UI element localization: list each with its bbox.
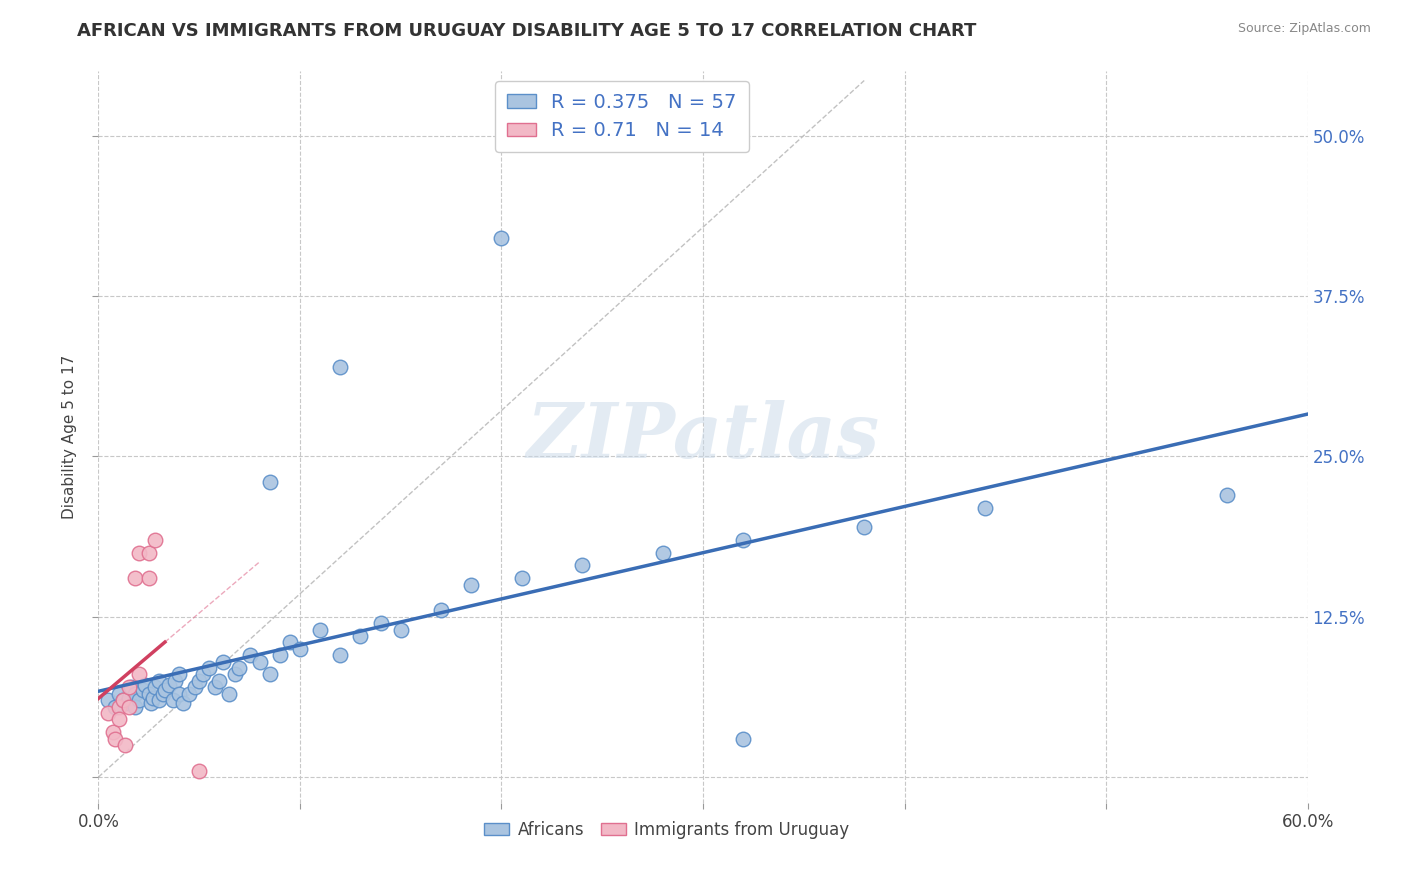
Point: [163, 673, 186, 688]
Point: [460, 577, 482, 591]
Point: [107, 699, 129, 714]
Text: AFRICAN VS IMMIGRANTS FROM URUGUAY DISABILITY AGE 5 TO 17 CORRELATION CHART: AFRICAN VS IMMIGRANTS FROM URUGUAY DISAB…: [77, 22, 977, 40]
Point: [249, 655, 271, 669]
Point: [114, 738, 136, 752]
Point: [288, 641, 311, 656]
Point: [132, 682, 155, 697]
Point: [193, 667, 215, 681]
Point: [651, 545, 673, 559]
Point: [138, 545, 160, 559]
Point: [239, 648, 262, 663]
Point: [118, 690, 141, 705]
Legend: Africans, Immigrants from Uruguay: Africans, Immigrants from Uruguay: [478, 814, 856, 846]
Point: [128, 693, 150, 707]
Point: [107, 687, 129, 701]
Point: [329, 648, 352, 663]
Point: [349, 629, 371, 643]
Point: [329, 359, 352, 374]
Text: ZIPatlas: ZIPatlas: [526, 401, 880, 474]
Point: [389, 623, 412, 637]
Point: [115, 696, 138, 710]
Point: [148, 673, 170, 688]
Point: [152, 687, 174, 701]
Point: [124, 699, 146, 714]
Point: [120, 681, 142, 695]
Point: [107, 712, 129, 726]
Point: [118, 681, 141, 695]
Point: [103, 699, 125, 714]
Point: [128, 545, 150, 559]
Text: Source: ZipAtlas.com: Source: ZipAtlas.com: [1237, 22, 1371, 36]
Point: [259, 667, 281, 681]
Point: [157, 678, 180, 692]
Point: [309, 623, 332, 637]
Point: [188, 764, 211, 778]
Point: [138, 687, 160, 701]
Point: [103, 731, 125, 746]
Point: [167, 667, 190, 681]
Point: [510, 571, 533, 585]
Point: [139, 696, 162, 710]
Point: [208, 673, 231, 688]
Point: [101, 725, 124, 739]
Point: [134, 678, 156, 692]
Point: [97, 693, 120, 707]
Point: [218, 687, 240, 701]
Point: [143, 533, 166, 547]
Point: [974, 500, 997, 515]
Point: [142, 690, 165, 705]
Point: [128, 667, 150, 681]
Point: [198, 661, 221, 675]
Point: [167, 687, 190, 701]
Point: [162, 693, 184, 707]
Point: [370, 616, 392, 631]
Point: [124, 687, 146, 701]
Point: [172, 696, 194, 710]
Point: [111, 693, 134, 707]
Point: [138, 571, 160, 585]
Point: [733, 533, 755, 547]
Point: [184, 681, 207, 695]
Point: [269, 648, 291, 663]
Point: [118, 699, 141, 714]
Point: [853, 520, 876, 534]
Point: [179, 687, 201, 701]
Point: [491, 231, 513, 245]
Point: [143, 681, 166, 695]
Point: [212, 655, 235, 669]
Point: [278, 635, 301, 649]
Point: [430, 603, 453, 617]
Point: [224, 667, 246, 681]
Point: [259, 475, 281, 489]
Point: [111, 693, 134, 707]
Y-axis label: Disability Age 5 to 17: Disability Age 5 to 17: [62, 355, 77, 519]
Point: [188, 673, 211, 688]
Point: [153, 682, 176, 697]
Point: [571, 558, 593, 573]
Point: [1216, 488, 1239, 502]
Point: [733, 731, 755, 746]
Point: [148, 693, 170, 707]
Point: [97, 706, 120, 720]
Point: [228, 661, 250, 675]
Point: [204, 681, 226, 695]
Point: [124, 571, 146, 585]
